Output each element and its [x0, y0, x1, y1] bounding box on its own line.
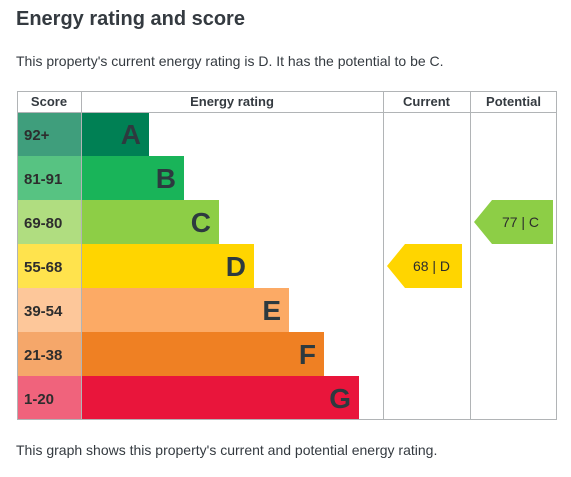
- score-range-d: 55-68: [24, 259, 62, 276]
- score-cell-c: [17, 200, 81, 244]
- table-border: [17, 91, 557, 420]
- score-cell-b: [17, 156, 81, 200]
- band-letter-e: E: [262, 295, 281, 326]
- band-bar-d: [81, 244, 254, 288]
- band-bar-g: [81, 376, 359, 420]
- score-cell-d: [17, 244, 81, 288]
- score-range-a: 92+: [24, 127, 50, 144]
- current-rating-label: 68 | D: [413, 258, 450, 274]
- band-letter-a: A: [121, 119, 141, 150]
- score-range-c: 69-80: [24, 215, 62, 232]
- chart-caption: This graph shows this property's current…: [16, 442, 438, 458]
- header-potential: Potential: [486, 94, 541, 109]
- score-range-e: 39-54: [24, 303, 63, 320]
- score-cell-f: [17, 332, 81, 376]
- band-letter-f: F: [299, 339, 316, 370]
- current-rating-arrow: [387, 244, 462, 288]
- band-letter-b: B: [156, 163, 176, 194]
- score-cell-g: [17, 376, 81, 420]
- band-letter-d: D: [226, 251, 246, 282]
- header-energy-rating: Energy rating: [190, 94, 274, 109]
- band-letter-c: C: [191, 207, 211, 238]
- band-bar-f: [81, 332, 324, 376]
- header-current: Current: [403, 94, 451, 109]
- header-score: Score: [31, 94, 67, 109]
- potential-rating-label: 77 | C: [502, 214, 539, 230]
- band-bar-e: [81, 288, 289, 332]
- band-bar-a: [81, 112, 149, 156]
- page-title: Energy rating and score: [16, 8, 245, 30]
- band-letter-g: G: [329, 383, 351, 414]
- band-bar-c: [81, 200, 219, 244]
- score-range-f: 21-38: [24, 347, 62, 364]
- score-range-b: 81-91: [24, 171, 62, 188]
- score-cell-e: [17, 288, 81, 332]
- rating-summary: This property's current energy rating is…: [16, 53, 444, 69]
- score-range-g: 1-20: [24, 391, 54, 408]
- band-bar-b: [81, 156, 184, 200]
- score-cell-a: [17, 112, 81, 156]
- potential-rating-arrow: [474, 200, 553, 244]
